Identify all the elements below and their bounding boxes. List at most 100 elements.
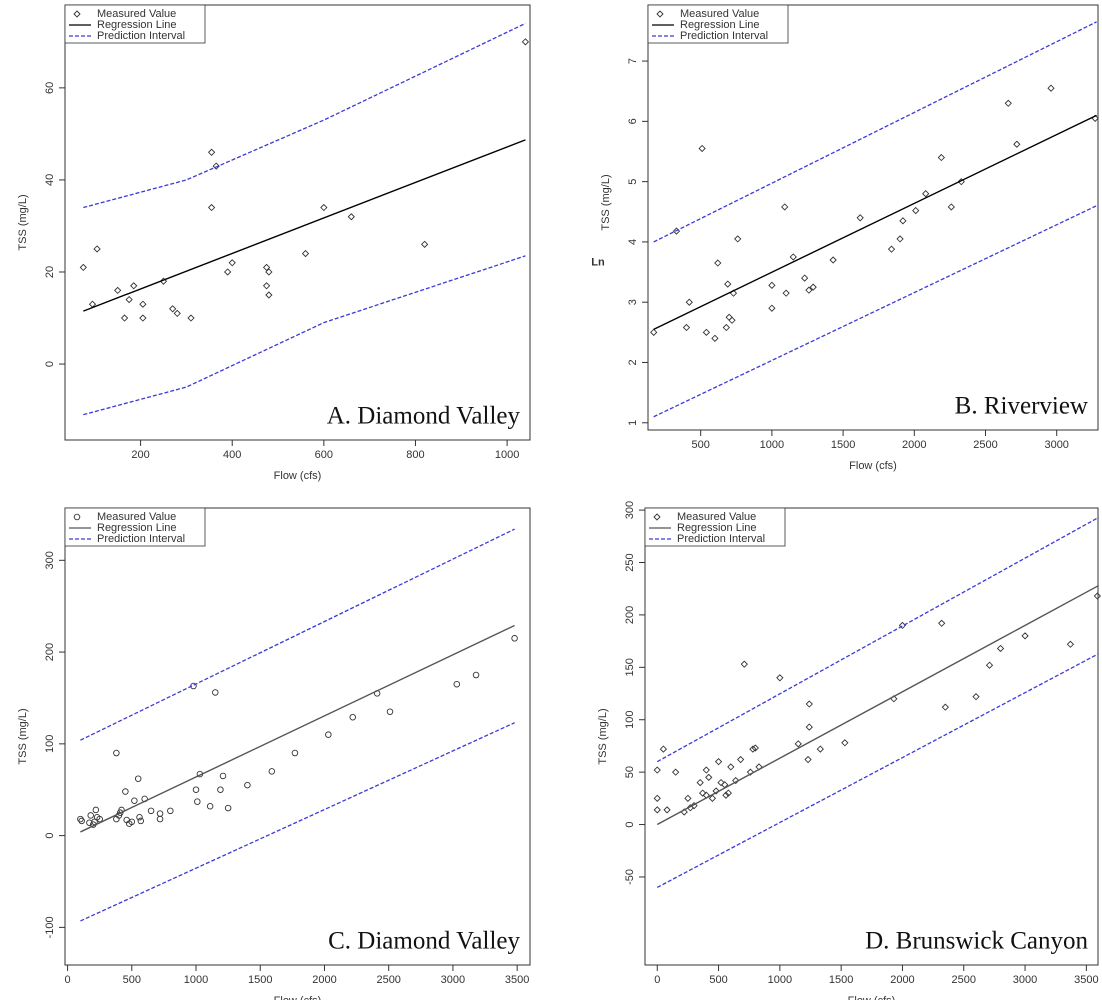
- legend-marker: [653, 513, 661, 521]
- y-tick-label: 4: [627, 239, 639, 245]
- x-tick-label: 400: [223, 449, 241, 461]
- x-axis-label: Flow (cfs): [274, 995, 322, 1000]
- data-point: [937, 153, 945, 162]
- plot-frame: [64, 4, 531, 441]
- data-point: [78, 817, 85, 825]
- data-point: [776, 674, 784, 682]
- data-point: [749, 745, 757, 753]
- data-point: [659, 745, 668, 753]
- data-point: [938, 619, 946, 627]
- y-axis-label: TSS (mg/L): [597, 708, 609, 764]
- data-point: [841, 739, 849, 747]
- data-point: [187, 314, 195, 322]
- data-point: [690, 802, 698, 810]
- data-point: [147, 807, 155, 815]
- x-tick-label: 3000: [441, 974, 465, 986]
- y-tick-label: 100: [44, 735, 56, 753]
- data-point: [717, 778, 725, 787]
- legend-label: Prediction Interval: [680, 30, 768, 42]
- data-point: [1047, 84, 1055, 92]
- legend-label: Measured Value: [97, 8, 176, 20]
- data-point: [947, 203, 955, 211]
- x-tick-label: 500: [709, 974, 727, 986]
- data-point: [768, 304, 776, 312]
- series-line: [80, 528, 515, 741]
- legend-marker: [73, 10, 81, 18]
- y-tick-label: 3: [627, 299, 639, 305]
- data-point: [912, 206, 920, 215]
- data-point: [122, 788, 129, 795]
- y-tick-label: 300: [624, 501, 636, 519]
- series-line: [83, 22, 526, 209]
- x-tick-label: 2000: [902, 439, 926, 451]
- data-point: [663, 806, 671, 814]
- data-point: [194, 798, 201, 805]
- x-tick-label: 1000: [184, 974, 208, 986]
- data-point: [139, 300, 147, 308]
- legend-label: Prediction Interval: [97, 533, 185, 545]
- legend-box: [644, 507, 786, 547]
- data-point: [722, 323, 730, 332]
- series-line: [653, 114, 1097, 330]
- x-tick-label: 1500: [831, 439, 855, 451]
- plot-frame: [64, 507, 531, 966]
- data-point: [740, 660, 748, 668]
- panel-annotation: C. Diamond Valley: [328, 928, 520, 955]
- data-point: [782, 289, 790, 297]
- data-point: [781, 203, 789, 211]
- y-tick-label: 60: [44, 82, 56, 94]
- data-point: [511, 635, 518, 642]
- x-tick-label: 500: [123, 974, 141, 986]
- data-point: [453, 680, 461, 688]
- y-tick-label: 250: [624, 553, 636, 571]
- data-point: [996, 644, 1005, 653]
- data-point: [714, 758, 723, 766]
- y-tick-label: 200: [624, 606, 636, 624]
- data-point: [169, 305, 177, 313]
- series-line: [656, 584, 1099, 826]
- legend-label: Regression Line: [97, 522, 177, 534]
- data-point: [206, 802, 214, 810]
- data-point: [521, 38, 530, 46]
- x-axis-label: Flow (cfs): [274, 470, 322, 482]
- data-point: [705, 773, 713, 782]
- legend-label: Regression Line: [97, 19, 177, 31]
- data-point: [650, 328, 658, 336]
- x-tick-label: 1000: [760, 439, 784, 451]
- data-point: [957, 177, 965, 186]
- legend-box: [647, 4, 789, 44]
- y-tick-label: 7: [627, 58, 639, 64]
- panel: 0 500 1000 1500 2000 2500 3000 3500 -100 0 100 200 3…: [17, 507, 531, 1000]
- data-point: [120, 314, 129, 322]
- panel: 200 400 600 800 1000 0 20 40 60 Flow (cfs) TSS (mg…: [17, 4, 531, 482]
- data-point: [684, 794, 692, 802]
- data-point: [349, 713, 356, 721]
- y-axis-label: TSS (mg/L): [17, 194, 29, 250]
- x-tick-label: 1500: [829, 974, 853, 986]
- data-point: [768, 281, 776, 289]
- data-point: [887, 245, 896, 253]
- data-point: [1013, 140, 1021, 148]
- data-point: [653, 794, 661, 802]
- data-point: [262, 282, 271, 290]
- x-tick-label: 200: [131, 449, 149, 461]
- data-point: [212, 162, 220, 170]
- y-axis-label-prefix: Ln: [591, 256, 605, 268]
- data-point: [77, 815, 84, 823]
- y-tick-label: 50: [624, 766, 636, 778]
- data-point: [922, 190, 930, 198]
- panel-annotation: A. Diamond Valley: [327, 403, 521, 430]
- data-point: [805, 286, 813, 294]
- data-point: [207, 203, 216, 212]
- data-point: [736, 755, 745, 764]
- y-tick-label: 0: [44, 361, 56, 367]
- data-point: [698, 144, 706, 153]
- data-point: [301, 249, 310, 258]
- data-point: [712, 787, 720, 795]
- series-line: [80, 624, 515, 833]
- data-point: [79, 263, 87, 272]
- data-point: [128, 818, 136, 826]
- data-point: [789, 253, 797, 261]
- data-point: [1004, 99, 1012, 107]
